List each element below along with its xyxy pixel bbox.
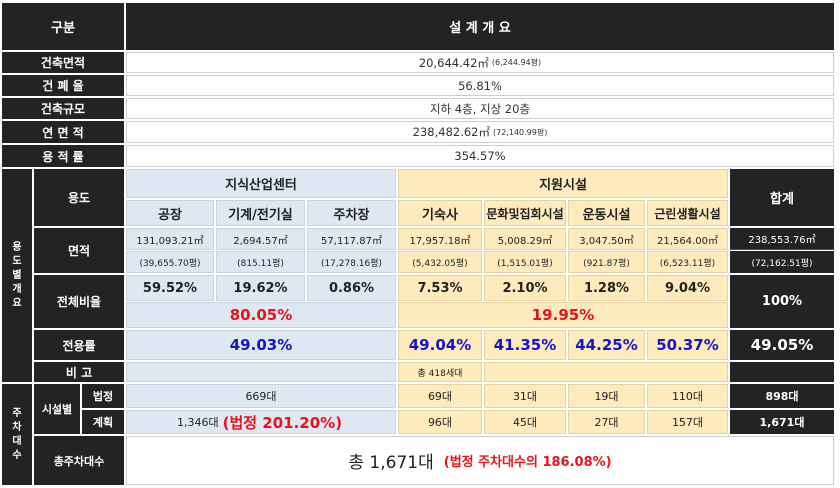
building-area-pyeong: (6,244.94평) bbox=[491, 58, 542, 67]
plan-neighborhood: 157대 bbox=[647, 410, 728, 434]
building-area-sqm: 20,644.42㎡ bbox=[418, 55, 489, 70]
area-pyeong-culture: (1,515.01평) bbox=[484, 251, 566, 273]
ratio-total: 100% bbox=[730, 275, 834, 328]
note-total-empty bbox=[730, 362, 834, 382]
ratio-support-sum: 19.95% bbox=[398, 302, 728, 328]
area-pyeong-machine: (815.11평) bbox=[216, 251, 305, 273]
note-knowledge-center bbox=[126, 362, 396, 382]
area-label: 면적 bbox=[34, 228, 124, 273]
col-sports-facility: 운동시설 bbox=[568, 200, 645, 226]
col-dormitory: 기숙사 bbox=[398, 200, 482, 226]
category-header: 구분 bbox=[2, 3, 124, 50]
area-sqm-factory: 131,093.21㎡ bbox=[126, 228, 214, 250]
floor-area-ratio-value: 354.57% bbox=[126, 145, 834, 167]
col-factory: 공장 bbox=[126, 200, 214, 226]
exclusive-ratio-label: 전용률 bbox=[34, 330, 124, 360]
support-facilities-header: 지원시설 bbox=[398, 169, 728, 198]
parking-side-label: 주차대수 bbox=[2, 384, 32, 485]
total-header: 합계 bbox=[730, 169, 834, 226]
ratio-neighborhood: 9.04% bbox=[647, 275, 728, 301]
knowledge-industry-center-header: 지식산업센터 bbox=[126, 169, 396, 198]
note-support-empty bbox=[484, 362, 728, 382]
area-pyeong-sports: (921.87평) bbox=[568, 251, 645, 273]
coverage-ratio-value: 56.81% bbox=[126, 75, 834, 96]
building-area-label: 건축면적 bbox=[2, 52, 124, 73]
plan-knowledge-center-note: (법정 201.20%) bbox=[222, 413, 343, 432]
plan-total: 1,671대 bbox=[730, 410, 834, 434]
ratio-knowledge-center-sum: 80.05% bbox=[126, 302, 396, 328]
ratio-dormitory: 7.53% bbox=[398, 275, 482, 301]
note-label: 비 고 bbox=[34, 362, 124, 382]
plan-dormitory: 96대 bbox=[398, 410, 482, 434]
building-scale-value: 지하 4층, 지상 20층 bbox=[126, 98, 834, 119]
exclusive-dormitory: 49.04% bbox=[398, 330, 482, 360]
area-sqm-parking: 57,117.87㎡ bbox=[307, 228, 396, 250]
col-neighborhood-facility: 근린생활시설 bbox=[647, 200, 728, 226]
area-pyeong-neighborhood: (6,523.11평) bbox=[647, 251, 728, 273]
gross-floor-area-sqm: 238,482.62㎡ bbox=[412, 125, 491, 139]
legal-total: 898대 bbox=[730, 384, 834, 408]
plan-label: 계획 bbox=[82, 410, 124, 434]
total-parking-label: 총주차대수 bbox=[34, 436, 124, 485]
exclusive-culture: 41.35% bbox=[484, 330, 566, 360]
exclusive-sports: 44.25% bbox=[568, 330, 645, 360]
legal-label: 법정 bbox=[82, 384, 124, 408]
area-sqm-sports: 3,047.50㎡ bbox=[568, 228, 645, 250]
total-parking-value: 총 1,671대 (법정 주차대수의 186.08%) bbox=[126, 436, 834, 485]
ratio-culture: 2.10% bbox=[484, 275, 566, 301]
plan-sports: 27대 bbox=[568, 410, 645, 434]
exclusive-neighborhood: 50.37% bbox=[647, 330, 728, 360]
ratio-machine: 19.62% bbox=[216, 275, 305, 301]
plan-culture: 45대 bbox=[484, 410, 566, 434]
area-sqm-dormitory: 17,957.18㎡ bbox=[398, 228, 482, 250]
legal-culture: 31대 bbox=[484, 384, 566, 408]
exclusive-knowledge-center: 49.03% bbox=[126, 330, 396, 360]
building-scale-label: 건축규모 bbox=[2, 98, 124, 119]
building-area-value: 20,644.42㎡ (6,244.94평) bbox=[126, 52, 834, 73]
ratio-sports: 1.28% bbox=[568, 275, 645, 301]
note-dormitory: 총 418세대 bbox=[398, 362, 482, 382]
plan-knowledge-center-count: 1,346대 bbox=[177, 416, 219, 429]
ratio-parking: 0.86% bbox=[307, 275, 396, 301]
legal-dormitory: 69대 bbox=[398, 384, 482, 408]
total-parking-note: (법정 주차대수의 186.08%) bbox=[443, 455, 612, 470]
gross-floor-area-pyeong: (72,140.99평) bbox=[493, 127, 548, 137]
area-sqm-total: 238,553.76㎡ bbox=[730, 228, 834, 250]
col-machine-electric-room: 기계/전기실 bbox=[216, 200, 305, 226]
by-facility-label: 시설별 bbox=[34, 384, 80, 434]
area-pyeong-dormitory: (5,432.05평) bbox=[398, 251, 482, 273]
floor-area-ratio-label: 용 적 률 bbox=[2, 145, 124, 167]
legal-neighborhood: 110대 bbox=[647, 384, 728, 408]
legal-sports: 19대 bbox=[568, 384, 645, 408]
area-sqm-neighborhood: 21,564.00㎡ bbox=[647, 228, 728, 250]
gross-floor-area-value: 238,482.62㎡ (72,140.99평) bbox=[126, 121, 834, 143]
total-parking-count: 총 1,671대 bbox=[348, 453, 434, 473]
usage-overview-side-label: 용도별 개요 bbox=[2, 169, 32, 382]
area-sqm-culture: 5,008.29㎡ bbox=[484, 228, 566, 250]
gross-floor-area-label: 연 면 적 bbox=[2, 121, 124, 143]
legal-knowledge-center: 669대 bbox=[126, 384, 396, 408]
exclusive-total: 49.05% bbox=[730, 330, 834, 360]
overall-ratio-label: 전체비율 bbox=[34, 275, 124, 328]
area-sqm-machine: 2,694.57㎡ bbox=[216, 228, 305, 250]
usage-label: 용도 bbox=[34, 169, 124, 226]
plan-knowledge-center: 1,346대 (법정 201.20%) bbox=[126, 410, 396, 434]
area-pyeong-factory: (39,655.70평) bbox=[126, 251, 214, 273]
area-pyeong-total: (72,162.51평) bbox=[730, 251, 834, 273]
ratio-factory: 59.52% bbox=[126, 275, 214, 301]
col-culture-assembly: 문화및집회시설 bbox=[484, 200, 566, 226]
overview-header: 설 계 개 요 bbox=[126, 3, 834, 50]
col-parking-lot: 주차장 bbox=[307, 200, 396, 226]
coverage-ratio-label: 건 폐 율 bbox=[2, 75, 124, 96]
area-pyeong-parking: (17,278.16평) bbox=[307, 251, 396, 273]
